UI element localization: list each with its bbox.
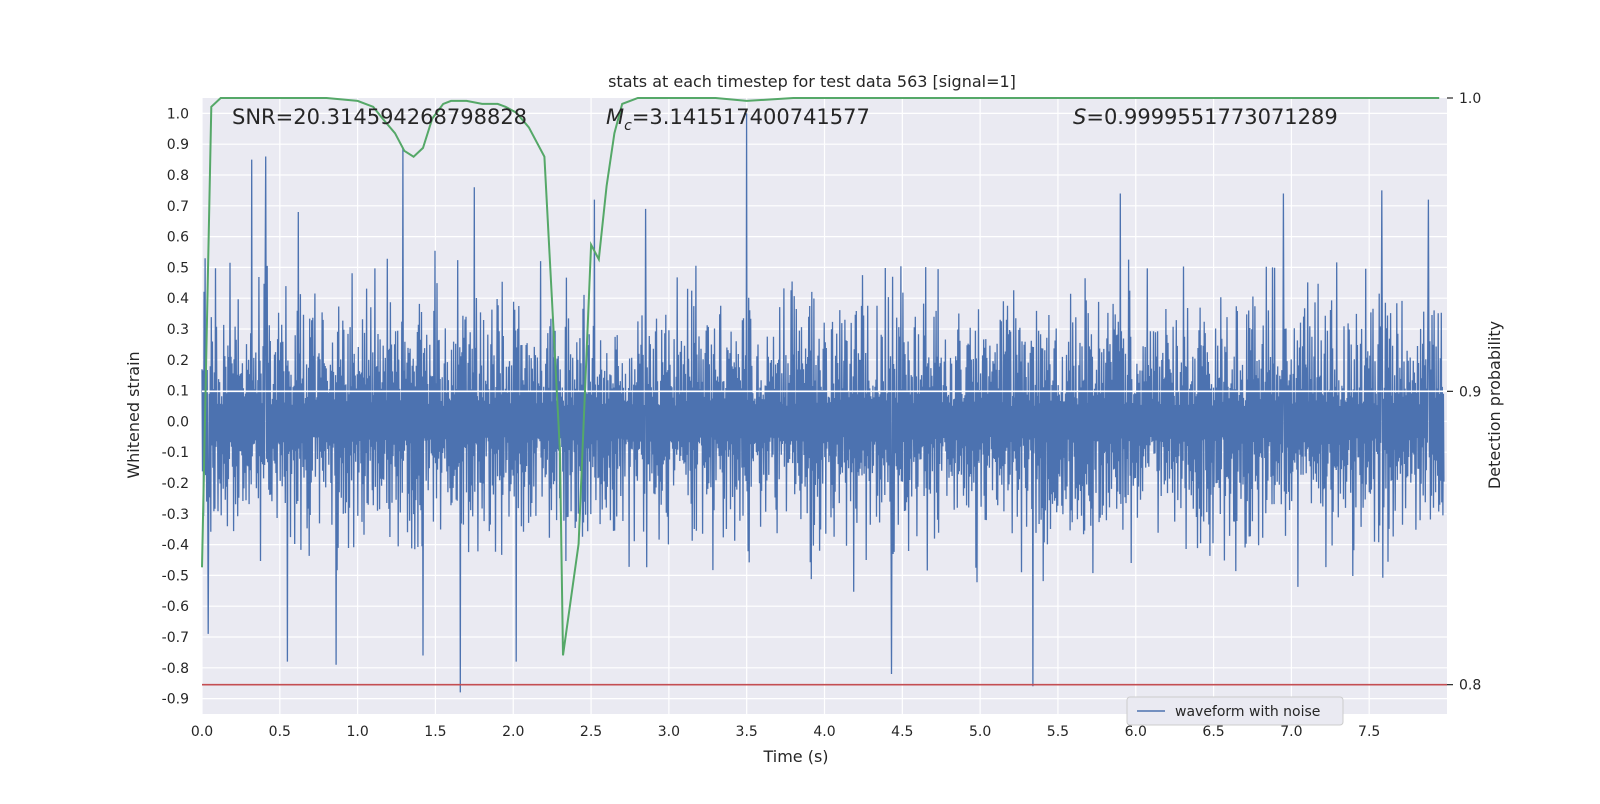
- y-tick-label: -0.8: [162, 661, 189, 677]
- x-tick-label: 1.0: [346, 724, 368, 740]
- y-tick-label: 0.1: [167, 384, 189, 400]
- y-tick-label: 0.7: [167, 199, 189, 215]
- x-tick-label: 3.5: [736, 724, 758, 740]
- x-tick-label: 4.5: [891, 724, 913, 740]
- x-tick-label: 0.0: [191, 724, 213, 740]
- y-tick-label: -0.3: [162, 507, 189, 523]
- legend: waveform with noise: [1126, 696, 1344, 726]
- y-ticks: 1.0 0.9 0.8 0.7 0.6 0.5 0.4 0.3 0.2 0.1 0.0 -0.1 -0.…: [162, 106, 189, 707]
- x-ticks: 0.0 0.5 1.0 1.5 2.0 2.5 3.0 3.5 4.0 4.5 5.0 5.5 6.0 6…: [191, 724, 1380, 740]
- legend-label: waveform with noise: [1175, 704, 1320, 720]
- y-tick-label: -0.4: [162, 538, 189, 554]
- x-tick-label: 3.0: [658, 724, 680, 740]
- x-axis-label: Time (s): [762, 747, 828, 766]
- spin-annotation: S=0.9999551773071289: [1073, 105, 1338, 129]
- x-tick-label: 1.5: [424, 724, 446, 740]
- x-tick-label: 7.5: [1358, 724, 1380, 740]
- x-tick-label: 2.5: [580, 724, 602, 740]
- y-tick-label: -0.5: [162, 568, 189, 584]
- y2-tick-label: 0.8: [1459, 678, 1481, 694]
- mc-subscript: c: [624, 118, 632, 134]
- y-axis-label: Whitened strain: [124, 351, 143, 478]
- y-tick-label: 0.9: [167, 137, 189, 153]
- chirp-mass-annotation: Mc=3.141517400741577: [606, 105, 870, 134]
- x-tick-label: 5.0: [969, 724, 991, 740]
- x-tick-label: 6.0: [1125, 724, 1147, 740]
- y-tick-label: 0.2: [167, 353, 189, 369]
- y-tick-label: 0.6: [167, 230, 189, 246]
- probability-series: [201, 97, 1440, 656]
- mc-value: =3.141517400741577: [632, 105, 870, 129]
- s-value: =0.9999551773071289: [1086, 105, 1337, 129]
- x-tick-label: 5.5: [1047, 724, 1069, 740]
- y2-axis-label: Detection probability: [1485, 321, 1504, 489]
- y-tick-label: 0.0: [167, 414, 189, 430]
- probability-line: [201, 97, 1440, 656]
- y2-tick-label: 0.9: [1459, 384, 1481, 400]
- y-tick-label: -0.6: [162, 599, 189, 615]
- x-tick-label: 2.0: [502, 724, 524, 740]
- x-tick-label: 6.5: [1202, 724, 1224, 740]
- threshold-lines: [202, 390, 1447, 686]
- mc-symbol: M: [606, 105, 624, 129]
- y-tick-label: 0.8: [167, 168, 189, 184]
- waveform-line: [201, 113, 1445, 693]
- y-tick-label: 0.3: [167, 322, 189, 338]
- x-tick-label: 0.5: [269, 724, 291, 740]
- y-tick-label: -0.9: [162, 692, 189, 708]
- y2-ticks: 1.0 0.9 0.8: [1447, 91, 1481, 694]
- y2-tick-label: 1.0: [1459, 91, 1481, 107]
- y-tick-label: -0.2: [162, 476, 189, 492]
- snr-annotation: SNR=20.314594268798828: [232, 105, 527, 129]
- legend-box: [1126, 696, 1344, 726]
- y-tick-label: -0.7: [162, 630, 189, 646]
- chart-title: stats at each timestep for test data 563…: [608, 72, 1016, 91]
- y-tick-label: 0.4: [167, 291, 189, 307]
- x-tick-label: 7.0: [1280, 724, 1302, 740]
- s-symbol: S: [1073, 105, 1086, 129]
- y-tick-label: 0.5: [167, 260, 189, 276]
- waveform-series: [201, 113, 1445, 693]
- y-tick-label: 1.0: [167, 106, 189, 122]
- x-tick-label: 4.0: [813, 724, 835, 740]
- y-tick-label: -0.1: [162, 445, 189, 461]
